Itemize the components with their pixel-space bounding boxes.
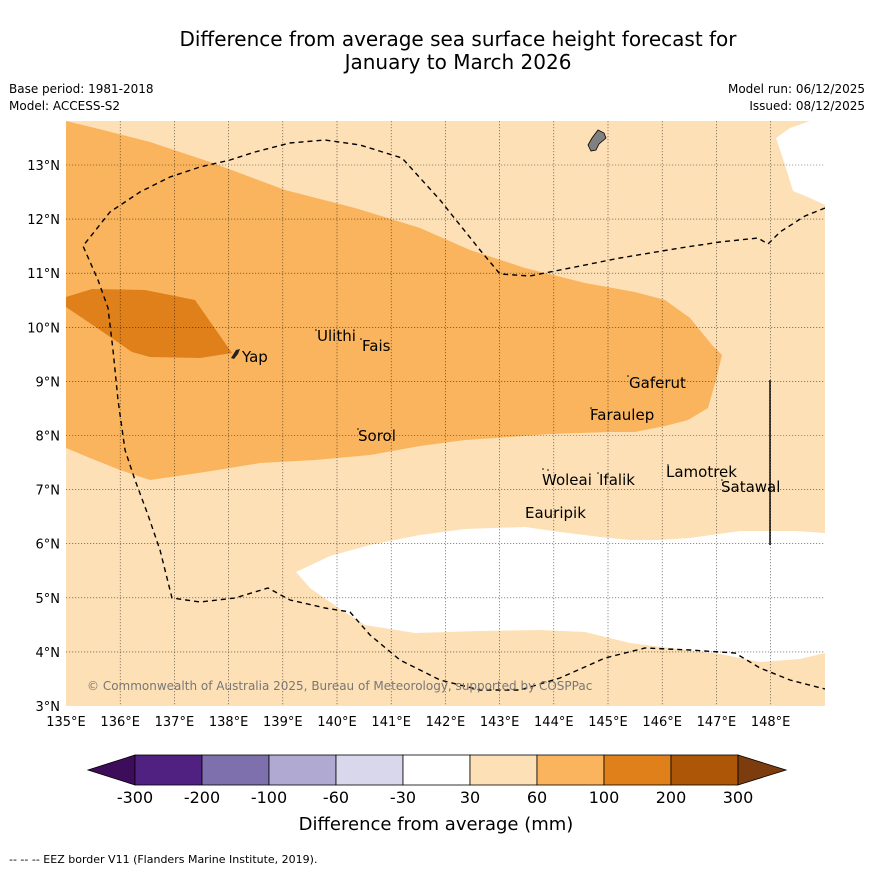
colorbar-tick-labels: -300 -200 -100 -60 -30 30 60 100 200 300: [117, 788, 753, 807]
colorbar-cell: [402, 754, 471, 786]
colorbar-tick: -100: [251, 788, 287, 807]
neutral-region-south: [296, 527, 825, 662]
lat-label: 8°N: [36, 430, 61, 445]
colorbar-tick: -30: [390, 788, 416, 807]
footer-note: -- -- -- EEZ border V11 (Flanders Marine…: [9, 853, 318, 866]
lon-label: 137°E: [155, 715, 195, 730]
colorbar-tick: 200: [656, 788, 687, 807]
lat-label: 5°N: [36, 592, 61, 607]
lon-label: 144°E: [534, 715, 574, 730]
colorbar-tick: 300: [723, 788, 754, 807]
label-woleai: Woleai: [542, 471, 592, 489]
lat-label: 7°N: [36, 484, 61, 499]
label-faraulep: Faraulep: [590, 406, 654, 424]
model-name: Model: ACCESS-S2: [9, 99, 121, 113]
label-yap: Yap: [241, 348, 268, 366]
colorbar-cells: [134, 754, 739, 786]
eez-border: [82, 139, 825, 691]
label-eauripik: Eauripik: [525, 504, 586, 522]
colorbar-cell: [201, 754, 270, 786]
title-line-2: January to March 2026: [344, 50, 572, 74]
colorbar-cell: [268, 754, 337, 786]
lat-label: 3°N: [36, 700, 61, 715]
colorbar-cell: [469, 754, 538, 786]
colorbar-tick: 30: [460, 788, 480, 807]
map-area: Ulithi Fais Yap Gaferut Faraulep Sorol W…: [66, 121, 825, 706]
colorbar: -300 -200 -100 -60 -30 30 60 100 200 300 Differen…: [86, 754, 788, 835]
lon-label: 136°E: [100, 715, 140, 730]
label-ifalik: Ifalik: [599, 471, 635, 489]
longitude-labels: 135°E 136°E 137°E 138°E 139°E 140°E 141°E 142°E…: [46, 715, 790, 730]
lon-label: 135°E: [46, 715, 86, 730]
label-satawal: Satawal: [721, 478, 780, 496]
lon-label: 148°E: [751, 715, 791, 730]
lon-label: 139°E: [263, 715, 303, 730]
model-run: Model run: 06/12/2025: [727, 82, 865, 96]
lat-label: 4°N: [36, 646, 61, 661]
colorbar-tick: 60: [527, 788, 547, 807]
colorbar-cell: [335, 754, 404, 786]
label-gaferut: Gaferut: [629, 374, 686, 392]
label-lamotrek: Lamotrek: [666, 463, 737, 481]
gridlines: [66, 121, 825, 706]
colorbar-tick: -300: [117, 788, 153, 807]
lon-label: 145°E: [588, 715, 628, 730]
colorbar-extend-low: [86, 754, 136, 786]
title-line-1: Difference from average sea surface heig…: [179, 27, 737, 51]
band-60-100: [66, 121, 722, 480]
label-fais: Fais: [362, 337, 391, 355]
lat-label: 10°N: [27, 321, 60, 336]
island-dots: [315, 329, 723, 509]
chart-title: Difference from average sea surface heig…: [0, 28, 873, 74]
latitude-labels: 3°N 4°N 5°N 6°N 7°N 8°N 9°N 10°N 11°N 12°N 13°N: [27, 159, 60, 715]
label-sorol: Sorol: [358, 427, 396, 445]
lon-label: 141°E: [371, 715, 411, 730]
colorbar-tick: -60: [323, 788, 349, 807]
neutral-region-northeast: [776, 121, 825, 205]
colorbar-extend-high: [737, 754, 788, 786]
colorbar-label: Difference from average (mm): [299, 814, 574, 835]
place-labels: Ulithi Fais Yap Gaferut Faraulep Sorol W…: [241, 327, 780, 522]
colorbar-tick: -200: [184, 788, 220, 807]
colorbar-cell: [670, 754, 739, 786]
issued-date: Issued: 08/12/2025: [749, 99, 865, 113]
label-ulithi: Ulithi: [317, 327, 356, 345]
base-period: Base period: 1981-2018: [9, 82, 154, 96]
lat-label: 11°N: [27, 267, 60, 282]
guam-island: [587, 129, 607, 152]
lat-label: 13°N: [27, 159, 60, 174]
colorbar-cell: [134, 754, 203, 786]
colorbar-cell: [536, 754, 605, 786]
meta-left: Base period: 1981-2018 Model: ACCESS-S2: [9, 81, 154, 115]
lon-label: 140°E: [317, 715, 357, 730]
yap-island: [231, 349, 240, 359]
colorbar-cell: [603, 754, 672, 786]
lon-label: 146°E: [642, 715, 682, 730]
lat-label: 6°N: [36, 538, 61, 553]
lon-label: 138°E: [209, 715, 249, 730]
lon-label: 142°E: [426, 715, 466, 730]
lat-label: 9°N: [36, 375, 61, 390]
lon-label: 147°E: [697, 715, 737, 730]
meta-right: Model run: 06/12/2025 Issued: 08/12/2025: [728, 81, 865, 115]
lon-label: 143°E: [480, 715, 520, 730]
map-copyright: © Commonwealth of Australia 2025, Bureau…: [87, 679, 592, 693]
lat-label: 12°N: [27, 213, 60, 228]
colorbar-tick: 100: [589, 788, 620, 807]
